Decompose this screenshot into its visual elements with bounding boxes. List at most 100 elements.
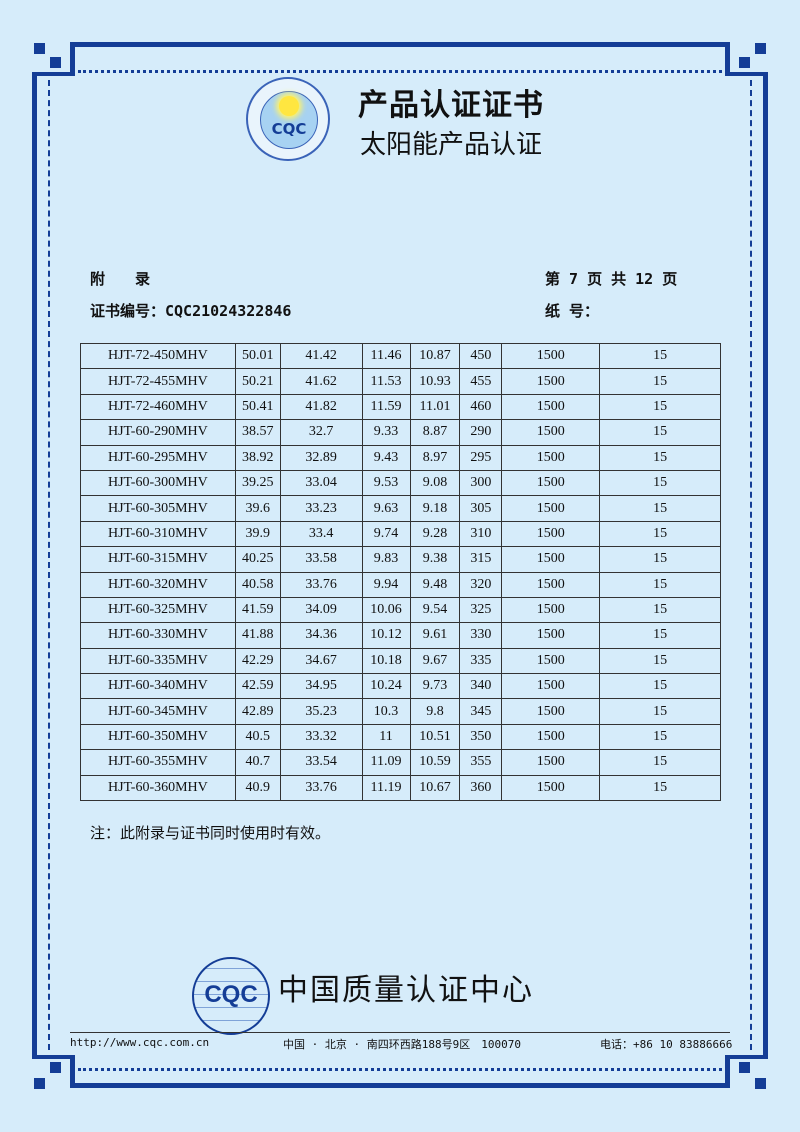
value-cell: 345 <box>459 698 503 725</box>
model-cell: HJT-60-300MHV <box>80 469 236 497</box>
footer-divider <box>70 1032 730 1033</box>
value-cell: 15 <box>599 520 721 548</box>
organization-name: 中国质量认证中心 <box>278 973 534 1008</box>
value-cell: 39.25 <box>234 469 281 497</box>
value-cell: 10.59 <box>409 749 461 776</box>
value-cell: 50.21 <box>234 368 281 395</box>
value-cell: 325 <box>459 596 503 624</box>
value-cell: 1500 <box>501 444 601 471</box>
value-cell: 40.25 <box>234 546 281 573</box>
value-cell: 10.24 <box>361 673 411 700</box>
value-cell: 10.87 <box>409 342 461 370</box>
value-cell: 320 <box>459 571 503 598</box>
value-cell: 1500 <box>501 368 601 395</box>
value-cell: 15 <box>599 673 721 700</box>
value-cell: 50.41 <box>234 393 281 421</box>
value-cell: 9.73 <box>409 673 461 700</box>
value-cell: 9.53 <box>361 469 411 497</box>
value-cell: 38.92 <box>234 444 281 471</box>
value-cell: 9.61 <box>409 622 461 649</box>
value-cell: 1500 <box>501 596 601 624</box>
frame-corner <box>725 72 768 76</box>
value-cell: 9.43 <box>361 444 411 471</box>
value-cell: 1500 <box>501 419 601 446</box>
value-cell: 42.29 <box>234 647 281 675</box>
value-cell: 15 <box>599 469 721 497</box>
model-cell: HJT-60-320MHV <box>80 571 236 598</box>
value-cell: 33.54 <box>279 749 363 776</box>
value-cell: 315 <box>459 546 503 573</box>
table-row: HJT-60-355MHV 40.7 33.54 11.09 10.59 355 1500 1… <box>80 749 721 776</box>
value-cell: 350 <box>459 723 503 751</box>
value-cell: 32.7 <box>279 419 363 446</box>
value-cell: 34.67 <box>279 647 363 675</box>
value-cell: 39.6 <box>234 495 281 522</box>
corner-square <box>755 1078 766 1089</box>
table-row: HJT-60-335MHV 42.29 34.67 10.18 9.67 335 1500 1… <box>80 647 721 675</box>
value-cell: 41.62 <box>279 368 363 395</box>
table-row: HJT-60-320MHV 40.58 33.76 9.94 9.48 320 1500 15 <box>80 571 721 598</box>
table-row: HJT-60-295MHV 38.92 32.89 9.43 8.97 295 1500 15 <box>80 444 721 471</box>
model-cell: HJT-60-325MHV <box>80 596 236 624</box>
value-cell: 40.58 <box>234 571 281 598</box>
frame-corner <box>725 1055 768 1059</box>
table-row: HJT-60-340MHV 42.59 34.95 10.24 9.73 340 1500 1… <box>80 673 721 700</box>
value-cell: 9.33 <box>361 419 411 446</box>
value-cell: 290 <box>459 419 503 446</box>
value-cell: 15 <box>599 596 721 624</box>
frame-corner <box>32 72 75 76</box>
value-cell: 41.59 <box>234 596 281 624</box>
value-cell: 40.5 <box>234 723 281 751</box>
value-cell: 9.63 <box>361 495 411 522</box>
value-cell: 15 <box>599 622 721 649</box>
value-cell: 9.67 <box>409 647 461 675</box>
value-cell: 33.58 <box>279 546 363 573</box>
value-cell: 33.04 <box>279 469 363 497</box>
value-cell: 1500 <box>501 546 601 573</box>
value-cell: 15 <box>599 342 721 370</box>
value-cell: 41.82 <box>279 393 363 421</box>
table-row: HJT-60-325MHV 41.59 34.09 10.06 9.54 325 1500 1… <box>80 596 721 624</box>
value-cell: 15 <box>599 774 721 802</box>
value-cell: 9.08 <box>409 469 461 497</box>
table-row: HJT-60-310MHV 39.9 33.4 9.74 9.28 310 1500 15 <box>80 520 721 548</box>
value-cell: 1500 <box>501 698 601 725</box>
value-cell: 10.67 <box>409 774 461 802</box>
value-cell: 9.8 <box>409 698 461 725</box>
model-cell: HJT-60-305MHV <box>80 495 236 522</box>
value-cell: 15 <box>599 495 721 522</box>
website-link[interactable]: http://www.cqc.com.cn <box>70 1036 210 1049</box>
value-cell: 10.93 <box>409 368 461 395</box>
model-cell: HJT-60-290MHV <box>80 419 236 446</box>
table-row: HJT-60-290MHV 38.57 32.7 9.33 8.87 290 1500 15 <box>80 419 721 446</box>
value-cell: 9.28 <box>409 520 461 548</box>
corner-square <box>739 1062 750 1073</box>
value-cell: 11.53 <box>361 368 411 395</box>
value-cell: 1500 <box>501 673 601 700</box>
value-cell: 42.59 <box>234 673 281 700</box>
corner-square <box>50 57 61 68</box>
value-cell: 10.51 <box>409 723 461 751</box>
certificate-number: 证书编号：CQC21024322846 <box>90 302 292 320</box>
dotted-line <box>48 80 50 1050</box>
value-cell: 15 <box>599 546 721 573</box>
value-cell: 9.38 <box>409 546 461 573</box>
corner-square <box>50 1062 61 1073</box>
table-row: HJT-72-450MHV 50.01 41.42 11.46 10.87 450 1500… <box>80 342 721 370</box>
value-cell: 1500 <box>501 749 601 776</box>
value-cell: 9.74 <box>361 520 411 548</box>
value-cell: 34.95 <box>279 673 363 700</box>
value-cell: 8.87 <box>409 419 461 446</box>
model-cell: HJT-60-310MHV <box>80 520 236 548</box>
value-cell: 15 <box>599 723 721 751</box>
corner-square <box>739 57 750 68</box>
value-cell: 10.06 <box>361 596 411 624</box>
corner-square <box>755 43 766 54</box>
sun-icon <box>279 96 299 116</box>
value-cell: 1500 <box>501 520 601 548</box>
value-cell: 11 <box>361 723 411 751</box>
value-cell: 15 <box>599 393 721 421</box>
value-cell: 9.83 <box>361 546 411 573</box>
value-cell: 9.54 <box>409 596 461 624</box>
cqc-solar-seal-logo: CQC <box>246 77 330 161</box>
